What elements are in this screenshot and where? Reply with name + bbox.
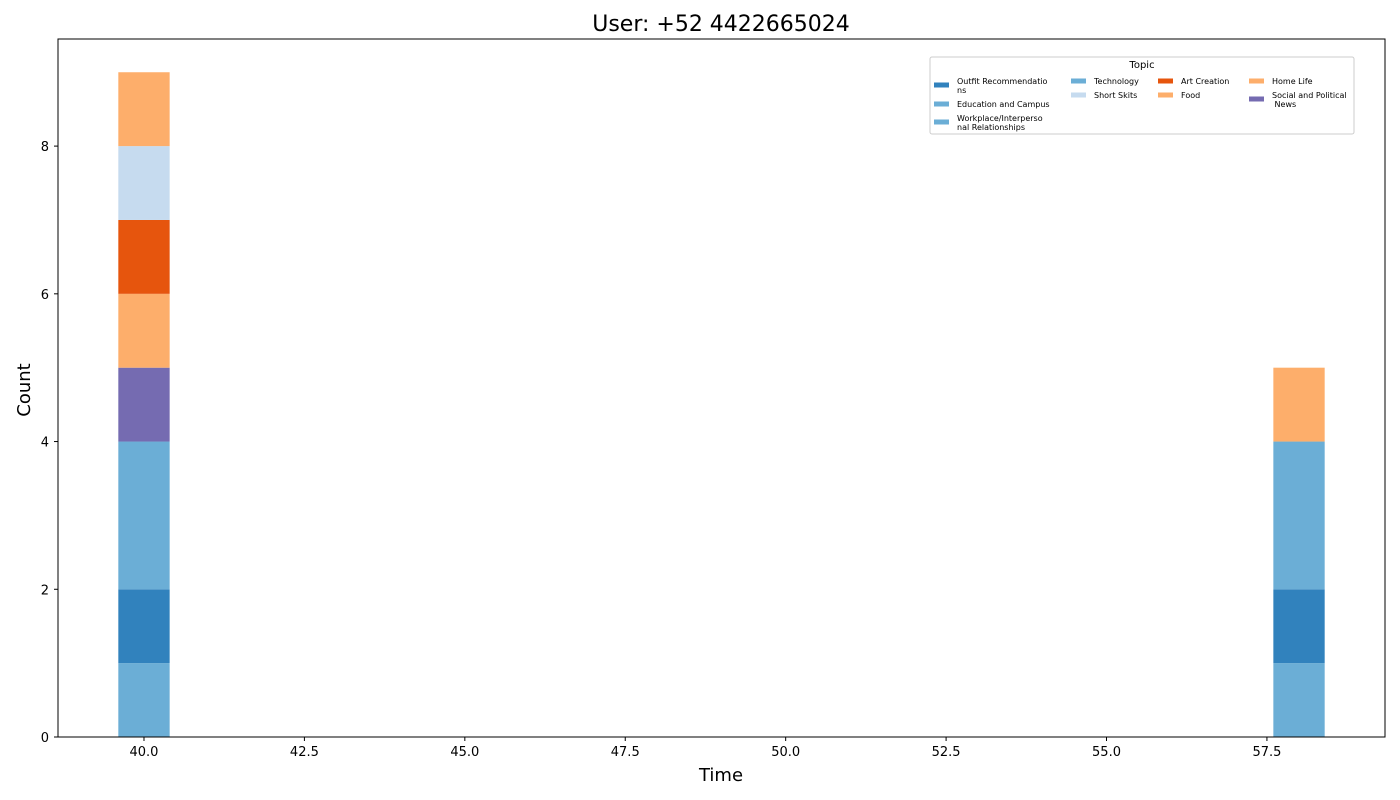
legend-entry: Education and Campus (957, 100, 1050, 109)
legend-entry: Short Skits (1094, 91, 1137, 100)
legend-entry: Food (1181, 91, 1200, 100)
y-axis: 0 2 4 6 8 (41, 140, 58, 746)
chart-title: User: +52 4422665024 (592, 12, 850, 37)
legend-swatch (934, 119, 949, 125)
legend-swatch (934, 101, 949, 107)
legend-swatch (1071, 78, 1086, 84)
legend-box (929, 56, 1355, 135)
y-tick-label: 8 (41, 140, 49, 155)
x-tick-label: 47.5 (611, 745, 640, 760)
bar-segment-outfit-recommendations-0 (118, 589, 170, 664)
x-tick-label: 42.5 (290, 745, 319, 760)
legend-entry-line: Social and Political (1272, 91, 1347, 100)
legend-entry-line: Workplace/Interperso (957, 114, 1043, 123)
bars-layer (118, 72, 1325, 737)
bar-segment-outfit-recommendations-1 (1273, 589, 1325, 664)
y-tick-label: 6 (41, 288, 49, 303)
x-tick-label: 40.0 (130, 745, 159, 760)
legend-entry: Social and Political News (1272, 91, 1347, 109)
x-tick-label: 50.0 (771, 745, 800, 760)
legend-entry: Home Life (1272, 77, 1313, 86)
bar-segment-food-0 (118, 293, 170, 368)
bar-segment-education-and-campus-0 (118, 663, 170, 737)
legend-swatch (1158, 92, 1173, 98)
legend-entry-line: Food (1181, 91, 1200, 100)
legend-entry-line: ns (957, 86, 966, 95)
legend-swatch (1071, 92, 1086, 98)
x-axis-label: Time (698, 765, 743, 786)
bar-segment-art-creation-0 (118, 219, 170, 294)
legend-swatch (1249, 78, 1264, 84)
legend-entry-line: Art Creation (1181, 77, 1229, 86)
legend-entry-line: Short Skits (1094, 91, 1137, 100)
legend-swatch (1249, 96, 1264, 102)
y-tick-label: 2 (41, 583, 49, 598)
legend-entry-line: Technology (1093, 77, 1139, 86)
plot-frame (57, 38, 1386, 738)
legend-entry: Art Creation (1181, 77, 1229, 86)
bar-segment-education-and-campus-1 (1273, 663, 1325, 737)
legend-swatch (1158, 78, 1173, 84)
legend: Topic Outfit Recommendatio ns Education and… (929, 56, 1355, 135)
x-tick-label: 55.0 (1092, 745, 1121, 760)
legend-entry: Technology (1093, 77, 1139, 86)
legend-entry-line: Outfit Recommendatio (957, 77, 1048, 86)
bar-segment-home-life-0 (118, 72, 170, 147)
x-tick-label: 57.5 (1252, 745, 1281, 760)
legend-entry: Workplace/Interperso nal Relationships (957, 114, 1043, 132)
bar-segment-short-skits-0 (118, 146, 170, 220)
legend-swatch (934, 82, 949, 88)
y-axis-label: Count (14, 363, 35, 416)
bar-segment-home-life-1 (1273, 367, 1325, 442)
x-tick-label: 52.5 (932, 745, 961, 760)
y-tick-label: 4 (41, 436, 49, 451)
y-tick-label: 0 (41, 731, 49, 746)
legend-entry-line: Home Life (1272, 77, 1313, 86)
legend-entry-line: News (1272, 100, 1296, 109)
legend-title: Topic (1128, 60, 1154, 71)
legend-entry-line: nal Relationships (957, 123, 1025, 132)
bar-segment-workplace-interpersonal-relationships-0 (118, 441, 170, 590)
legend-entry: Outfit Recommendatio ns (957, 77, 1048, 95)
bar-segment-workplace-interpersonal-relationships-1 (1273, 441, 1325, 590)
x-tick-label: 45.0 (450, 745, 479, 760)
bar-segment-social-and-political-news-0 (118, 367, 170, 442)
legend-entry-line: Education and Campus (957, 100, 1050, 109)
x-axis: 40.0 42.5 45.0 47.5 50.0 52.5 55.0 57.5 (130, 737, 1281, 760)
